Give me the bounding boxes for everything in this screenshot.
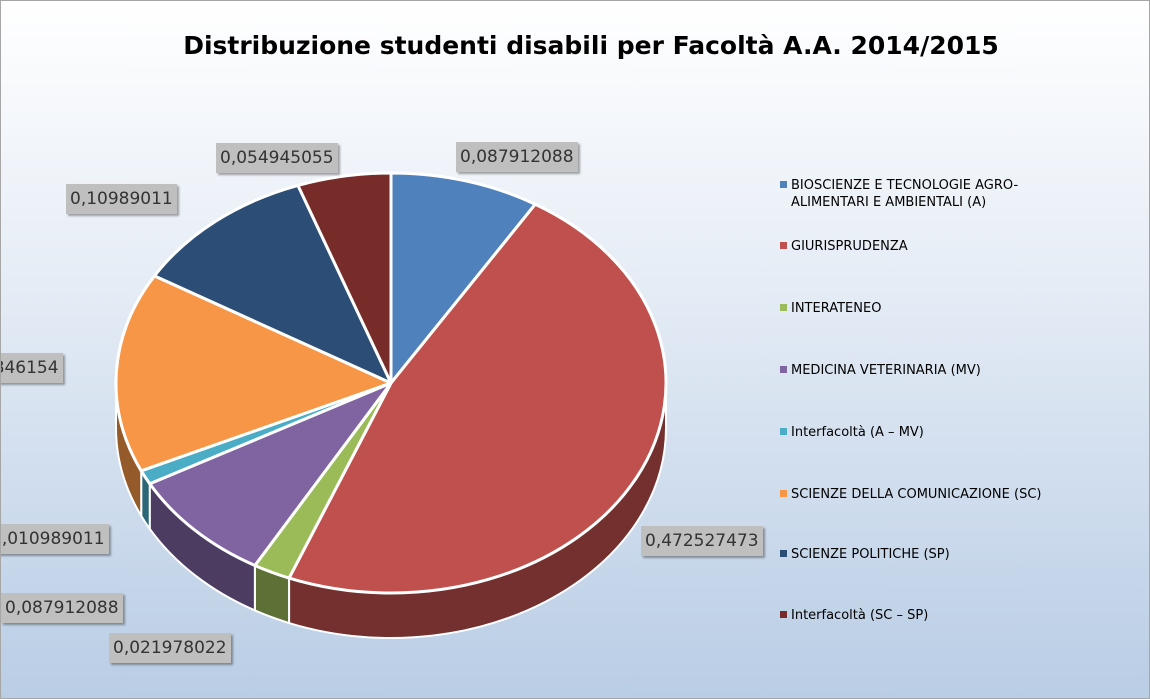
legend-swatch: [780, 550, 787, 557]
data-label: 0,010989011: [1, 524, 109, 554]
legend-swatch: [780, 366, 787, 373]
slice: [148, 381, 393, 567]
data-label: 0,10989011: [66, 184, 177, 214]
data-label: 0,153846154: [1, 353, 63, 383]
data-label: 0,087912088: [1, 593, 123, 623]
legend-label: MEDICINA VETERINARIA (MV): [780, 362, 1141, 379]
slice: [152, 183, 393, 385]
slice: [287, 202, 668, 595]
slice: [296, 171, 393, 385]
legend-label: INTERATENEO: [780, 300, 1141, 317]
data-label: 0,021978022: [109, 633, 231, 663]
data-label: 0,472527473: [641, 526, 763, 556]
legend-label: Interfacoltà (A – MV): [780, 424, 1141, 441]
legend-label: SCIENZE DELLA COMUNICAZIONE (SC): [780, 486, 1141, 503]
legend-label: Interfacoltà (SC – SP): [780, 607, 1141, 624]
legend-label: SCIENZE POLITICHE (SP): [780, 546, 1141, 563]
data-label: 0,054945055: [216, 143, 338, 173]
legend-swatch: [780, 181, 787, 188]
legend-swatch: [780, 490, 787, 497]
legend-swatch: [780, 242, 787, 249]
legend-swatch: [780, 304, 787, 311]
chart-title: Distribuzione studenti disabili per Faco…: [183, 31, 999, 60]
legend-swatch: [780, 428, 787, 435]
slice: [114, 274, 393, 473]
legend-swatch: [780, 611, 787, 618]
slice: [389, 171, 537, 385]
legend-label: BIOSCIENZE E TECNOLOGIE AGRO-ALIMENTARI …: [780, 177, 1091, 211]
data-label: 0,087912088: [456, 142, 578, 172]
legend-label: GIURISPRUDENZA: [780, 238, 1141, 255]
